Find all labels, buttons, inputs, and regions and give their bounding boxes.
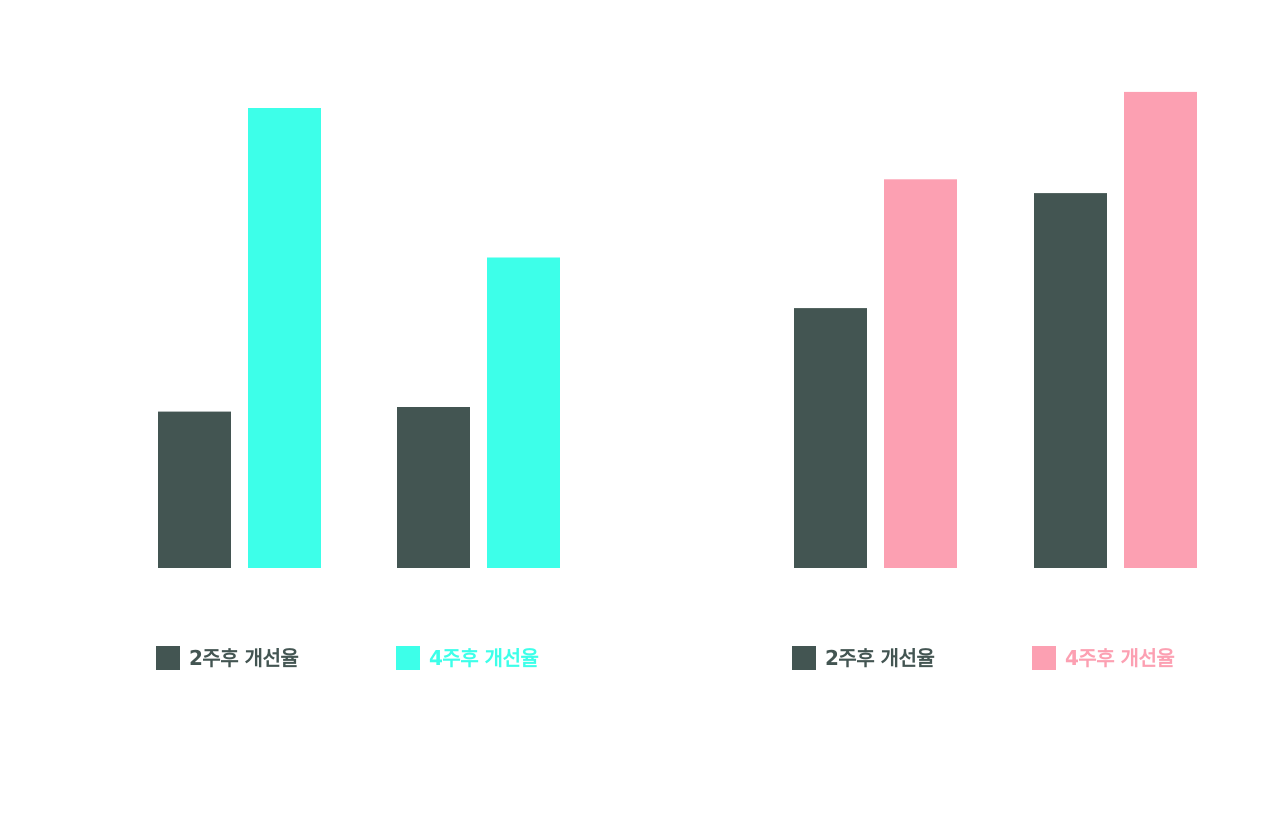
bar-series2-group2 [487, 257, 560, 568]
bar-series1-group2 [397, 407, 470, 568]
legend-label: 2주후 개선율 [189, 646, 299, 670]
legend-swatch [156, 646, 180, 670]
left-legend-item-2week: 2주후 개선율 [156, 646, 299, 670]
left-bar-chart [158, 108, 560, 568]
legend-swatch [1032, 646, 1056, 670]
bar-series2-group1 [884, 179, 957, 569]
bar-series1-group1 [158, 411, 231, 568]
right-legend-item-4week: 4주후 개선율 [1032, 646, 1175, 670]
legend-label: 2주후 개선율 [825, 646, 935, 670]
left-legend-item-4week: 4주후 개선율 [396, 646, 539, 670]
legend-label: 4주후 개선율 [429, 646, 539, 670]
legend-swatch [792, 646, 816, 670]
bar-series1-group1 [794, 308, 867, 568]
bar-series2-group2 [1124, 91, 1197, 569]
legend-label: 4주후 개선율 [1065, 646, 1175, 670]
bar-series1-group2 [1034, 193, 1107, 568]
bar-series2-group1 [248, 108, 321, 568]
right-legend-item-2week: 2주후 개선율 [792, 646, 935, 670]
right-bar-chart [794, 91, 1197, 569]
legend-swatch [396, 646, 420, 670]
